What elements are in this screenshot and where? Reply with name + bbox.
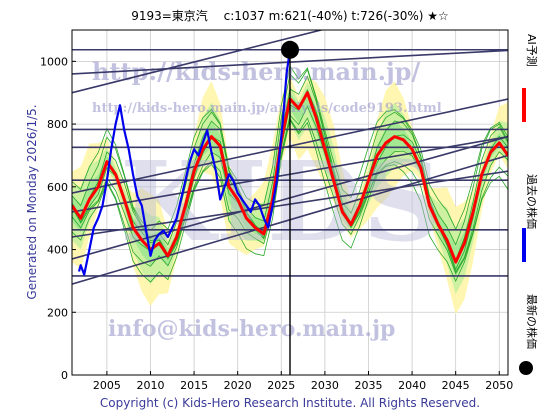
trend-line [72, 30, 325, 94]
x-tick-label: 2010 [136, 379, 164, 392]
y-tick-label: 600 [47, 181, 68, 194]
y-tick-label: 400 [47, 244, 68, 257]
x-tick-label: 2025 [267, 379, 295, 392]
x-tick-label: 2040 [398, 379, 426, 392]
copyright-label: Copyright (c) Kids-Hero Research Institu… [100, 396, 480, 410]
x-axis-ticks: 2005 2010 2015 2020 2025 2030 2035 2040 2045 2050 [93, 371, 513, 392]
generated-label: Generated on Monday 2026/1/5. [25, 104, 39, 299]
legend-label: 過去の株価 [525, 174, 539, 229]
y-axis-ticks: 0 200 400 600 800 1000 [40, 55, 76, 382]
watermark-url: http://kids-hero.main.jp/ [92, 57, 420, 86]
x-tick-label: 2020 [224, 379, 252, 392]
y-tick-label: 1000 [40, 55, 68, 68]
x-tick-label: 2030 [311, 379, 339, 392]
x-tick-label: 2050 [485, 379, 513, 392]
y-tick-label: 800 [47, 118, 68, 131]
current-price-marker [281, 40, 299, 375]
watermark-mail: info@kids-hero.main.jp [108, 316, 395, 342]
series-line [77, 49, 292, 276]
watermark-url-2: http://kids-hero.main.jp/analysis/code91… [92, 101, 442, 116]
legend-label: 最新の株価 [525, 294, 539, 349]
legend-label: AI予測 [525, 34, 539, 67]
current-dot [281, 40, 299, 59]
x-tick-label: 2035 [354, 379, 382, 392]
y-tick-label: 200 [47, 306, 68, 319]
y-tick-label: 0 [61, 369, 68, 382]
plot-frame [71, 29, 509, 376]
chart-title: 9193=東京汽 c:1037 m:621(-40%) t:726(-30%) … [131, 8, 449, 23]
x-tick-label: 2005 [93, 379, 121, 392]
x-tick-label: 2045 [442, 379, 470, 392]
x-tick-label: 2015 [180, 379, 208, 392]
legend-dot [519, 361, 533, 375]
